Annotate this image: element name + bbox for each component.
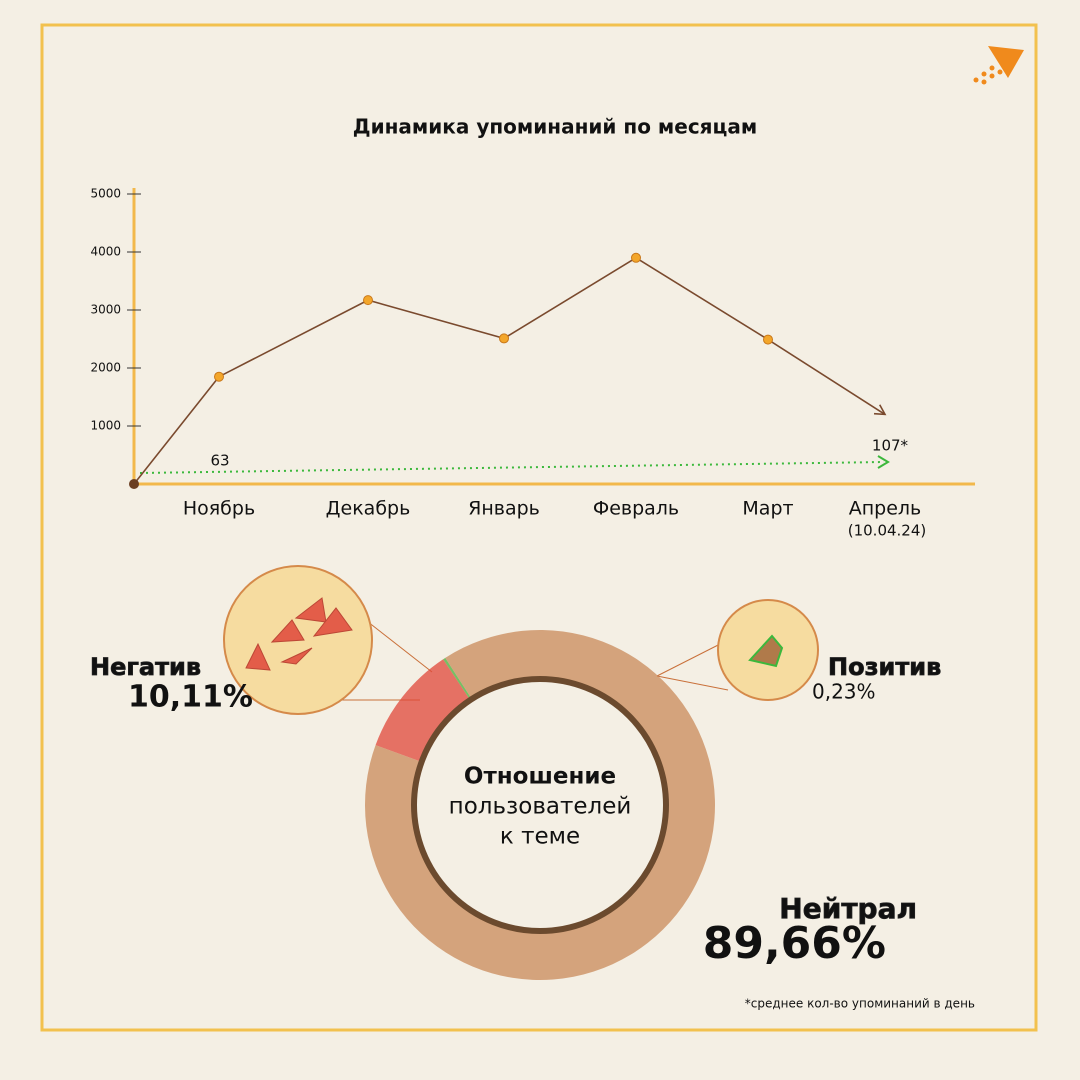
center-title: к теме	[500, 824, 580, 850]
x-tick-label: Январь	[468, 498, 540, 520]
average-arrow	[877, 455, 890, 469]
center-title: Отношение	[464, 764, 616, 790]
legend-label: Нейтрал	[779, 892, 917, 925]
point	[363, 295, 373, 306]
frame	[40, 23, 1038, 1032]
y-tick-label: 4000	[90, 245, 121, 259]
point	[214, 371, 224, 382]
center-title: пользователей	[449, 794, 632, 820]
value-label: 10,11%	[128, 680, 253, 715]
value-label: 89,66%	[703, 918, 886, 969]
y-tick-label: 1000	[90, 419, 121, 433]
average-line	[139, 461, 885, 474]
date-note: (10.04.24)	[848, 522, 927, 540]
arrow-head	[873, 404, 887, 416]
legend-label: Позитив	[828, 653, 941, 681]
donut-segment	[375, 659, 474, 764]
x-tick-label: Март	[742, 498, 793, 520]
origin-point	[129, 479, 139, 489]
y-tick-label: 2000	[90, 361, 121, 375]
y-tick-label: 3000	[90, 303, 121, 317]
point	[763, 334, 773, 345]
footnote: *среднее кол-во упоминаний в день	[745, 997, 975, 1011]
point	[631, 252, 641, 263]
fragments	[245, 597, 353, 671]
logo	[973, 46, 1024, 85]
y-tick-label: 5000	[90, 187, 121, 201]
x-tick-label: Ноябрь	[183, 498, 255, 520]
fragment	[748, 634, 784, 668]
point	[499, 333, 509, 344]
value-label: 0,23%	[812, 680, 876, 704]
donut-segment	[443, 657, 476, 706]
chart-title: Динамика упоминаний по месяцам	[353, 115, 757, 139]
legend-label: Негатив	[90, 653, 201, 681]
x-tick-label: Декабрь	[326, 498, 411, 520]
zoom-line	[656, 675, 729, 691]
annotation: 63	[210, 452, 229, 470]
x-tick-label: Апрель	[849, 498, 922, 520]
center-circle	[411, 676, 669, 934]
zoom-line	[656, 639, 729, 677]
annotation: 107*	[872, 437, 909, 455]
x-tick-label: Февраль	[593, 498, 679, 520]
